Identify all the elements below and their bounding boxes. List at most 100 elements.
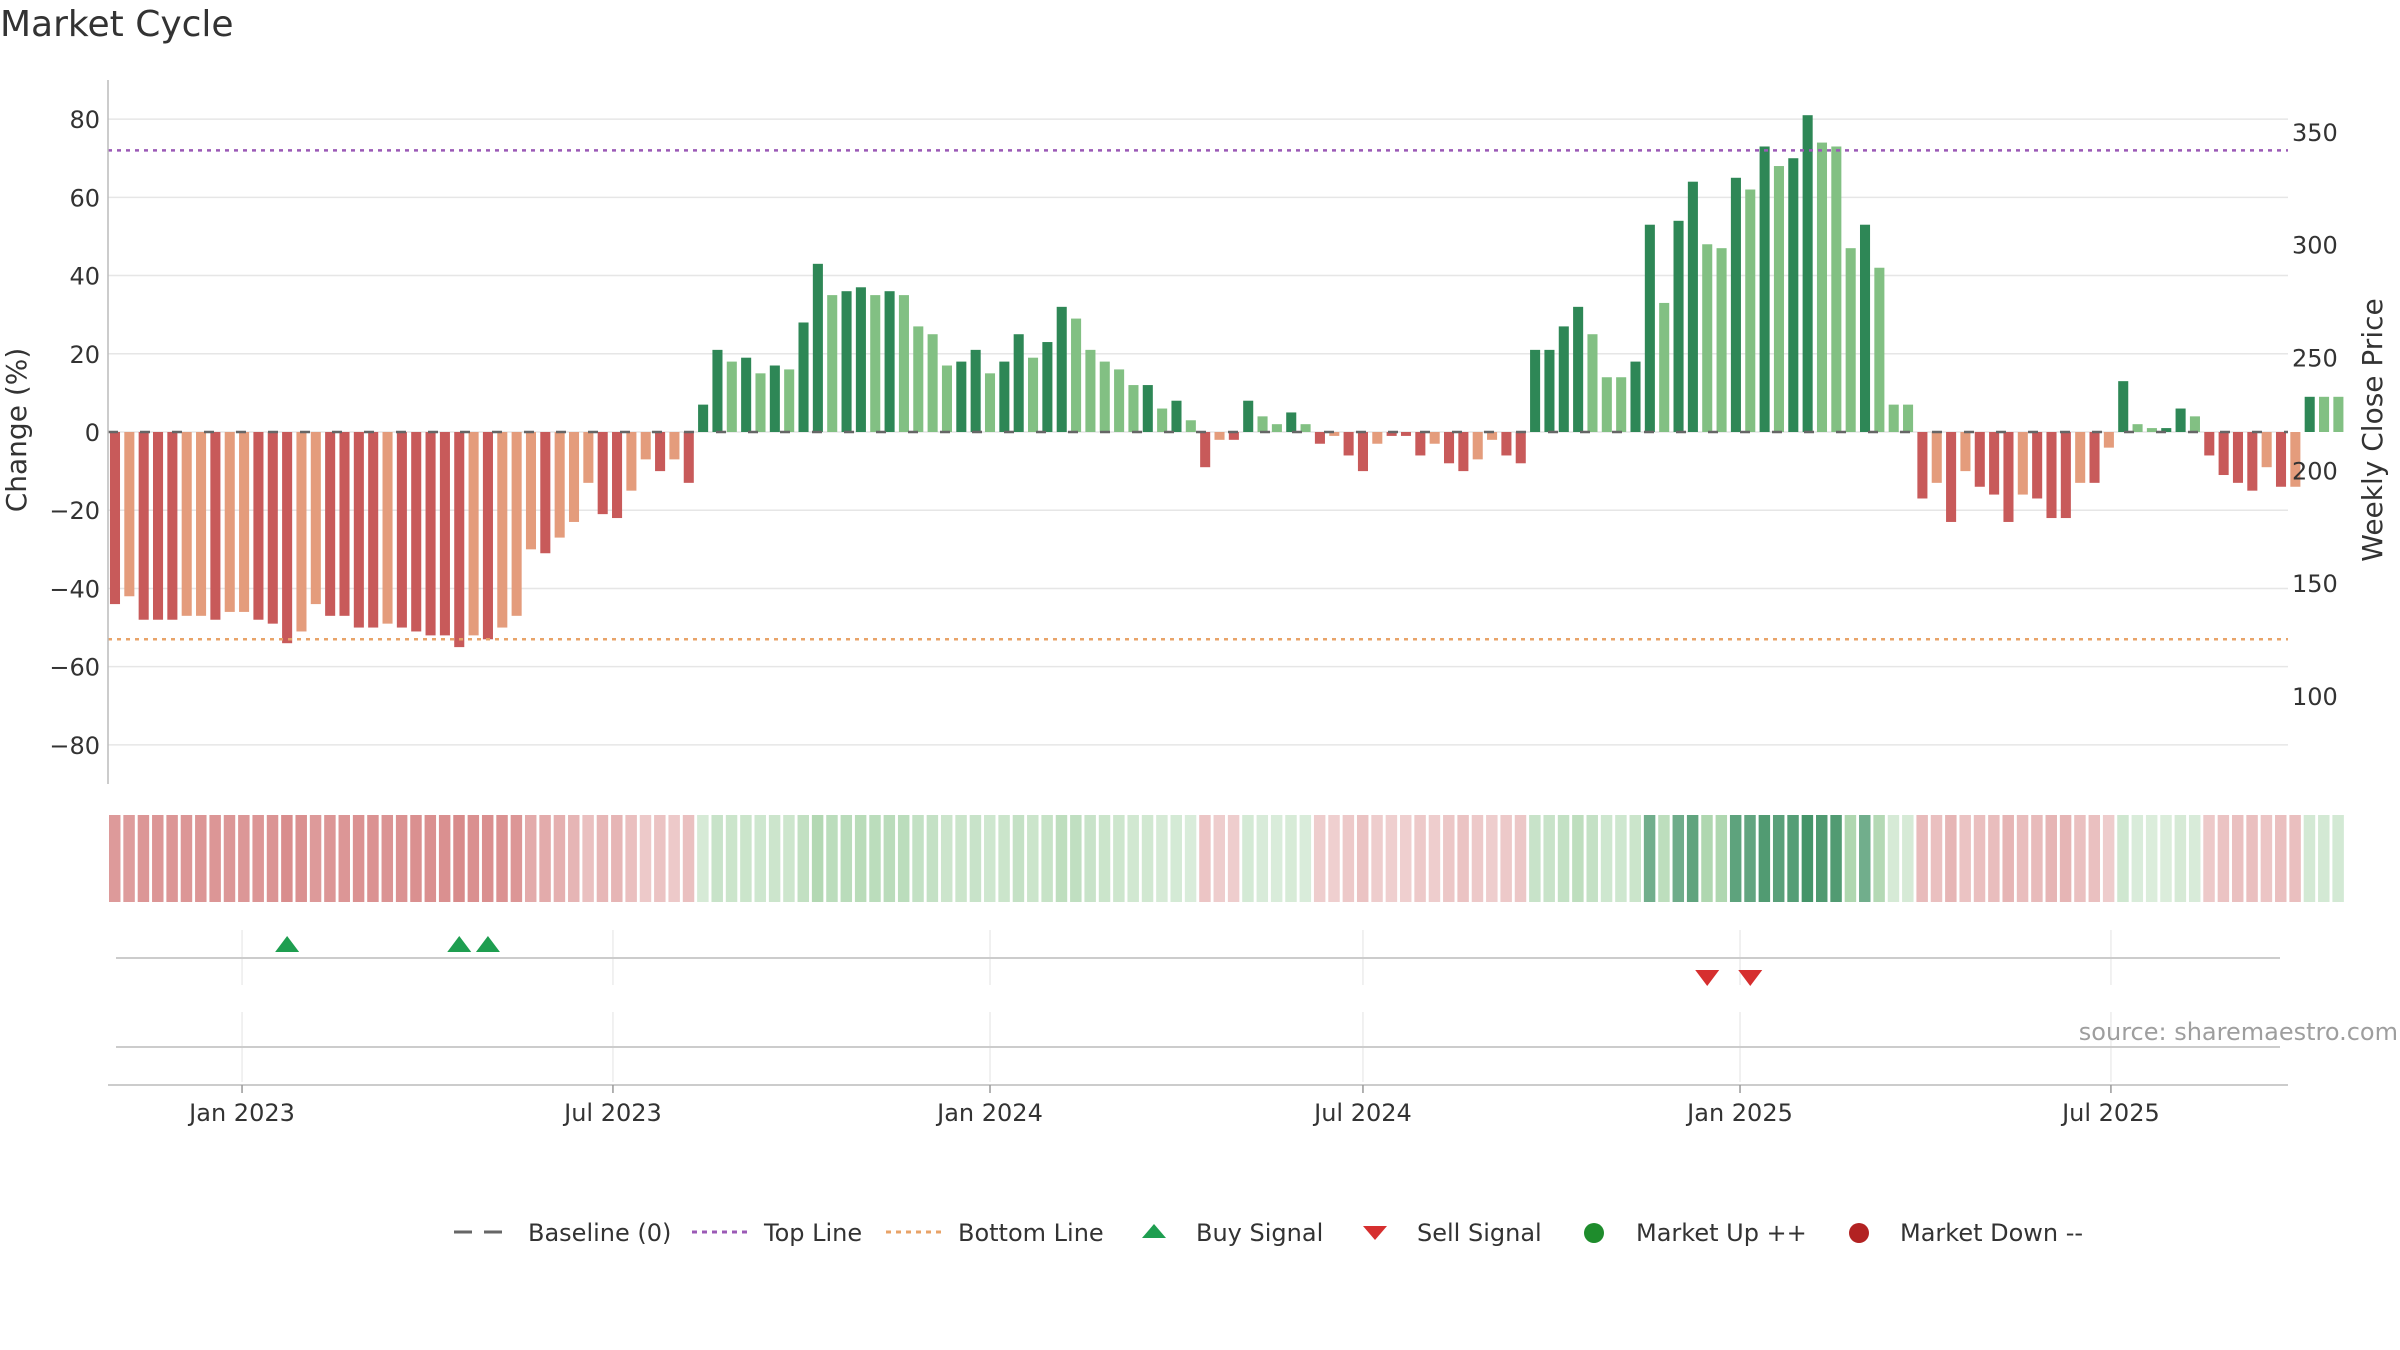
legend-item-market-down: Market Down -- xyxy=(1849,1219,2083,1247)
bar xyxy=(2161,428,2172,432)
bar xyxy=(1960,432,1971,472)
bar xyxy=(784,369,795,432)
heat-cell xyxy=(1041,815,1053,902)
bar xyxy=(884,291,895,432)
bar xyxy=(167,432,178,620)
heat-cell xyxy=(137,815,150,902)
bar xyxy=(2118,381,2129,432)
heat-cell xyxy=(395,815,408,902)
heat-cell xyxy=(553,815,566,902)
heat-cell xyxy=(1772,815,1785,902)
bar xyxy=(1644,224,1655,432)
bar xyxy=(812,263,823,432)
bar xyxy=(1544,349,1555,432)
y2-tick-label: 200 xyxy=(2292,457,2338,485)
bar xyxy=(482,432,493,640)
heat-cell xyxy=(1055,815,1068,902)
bar xyxy=(984,373,996,432)
heat-cell xyxy=(1600,815,1613,902)
heat-cell xyxy=(998,815,1010,902)
bar xyxy=(1343,432,1354,456)
y-tick-label: −20 xyxy=(49,497,100,525)
heat-cell xyxy=(639,815,652,902)
bar xyxy=(1501,432,1512,456)
heat-cell xyxy=(2031,815,2043,902)
bar xyxy=(1085,349,1096,432)
heat-cell xyxy=(209,815,221,902)
bar xyxy=(626,432,637,491)
heat-cell xyxy=(367,815,379,902)
bar xyxy=(1286,412,1297,432)
heat-cell xyxy=(1887,815,1900,902)
bar xyxy=(1243,400,1254,432)
bar xyxy=(1745,189,1756,432)
heat-cell xyxy=(281,815,293,902)
heat-cell xyxy=(1500,815,1512,902)
heat-cell xyxy=(1270,815,1283,902)
heat-cell xyxy=(912,815,924,902)
heat-cell xyxy=(166,815,178,902)
bar xyxy=(970,349,981,432)
heat-cell xyxy=(1400,815,1412,902)
bar xyxy=(525,432,537,550)
bar xyxy=(1874,267,1885,432)
bar xyxy=(1028,357,1039,432)
heat-cell xyxy=(1586,815,1598,902)
bar xyxy=(683,432,694,483)
sell-signal-marker xyxy=(1738,970,1763,986)
bar xyxy=(2319,396,2330,432)
heat-cell xyxy=(1844,815,1857,902)
bar xyxy=(1802,115,1813,432)
bar xyxy=(1946,432,1957,522)
heat-cell xyxy=(1328,815,1340,902)
bar xyxy=(712,349,723,432)
legend-buy-signal-label: Buy Signal xyxy=(1196,1219,1323,1247)
bar xyxy=(2189,416,2200,432)
x-tick-label: Jul 2023 xyxy=(562,1099,662,1127)
heat-cell xyxy=(510,815,523,902)
heat-cell xyxy=(309,815,322,902)
bar xyxy=(1429,432,1440,444)
heat-cell xyxy=(1313,815,1326,902)
bar xyxy=(1558,326,1569,432)
bar xyxy=(2247,432,2258,491)
heat-cell xyxy=(840,815,853,902)
heat-cell xyxy=(1916,815,1928,902)
bar xyxy=(1400,432,1412,436)
heat-cell xyxy=(496,815,508,902)
heat-cell xyxy=(2332,815,2344,902)
heat-cell xyxy=(2059,815,2072,902)
legend-sell-signal-icon xyxy=(1363,1226,1387,1240)
legend-item-baseline: Baseline (0) xyxy=(454,1219,671,1247)
heat-cell xyxy=(2303,815,2316,902)
bar xyxy=(2333,396,2344,432)
heat-cell xyxy=(1672,815,1685,902)
bar xyxy=(2032,432,2043,499)
bar xyxy=(2304,396,2315,432)
bar-series xyxy=(109,115,2344,648)
heat-cell xyxy=(1801,815,1814,902)
bar xyxy=(2290,432,2301,487)
heat-cell xyxy=(524,815,537,902)
y-tick-label: 80 xyxy=(69,106,100,134)
bar xyxy=(1329,432,1340,436)
bar xyxy=(1300,424,1311,432)
heat-cell xyxy=(711,815,723,902)
heat-cell xyxy=(1787,815,1799,902)
bar xyxy=(1415,432,1426,456)
bar xyxy=(224,432,235,612)
heat-cell xyxy=(1658,815,1670,902)
bar xyxy=(1659,302,1670,432)
heat-cell xyxy=(1988,815,2000,902)
heat-cell xyxy=(568,815,580,902)
bar xyxy=(2103,432,2114,448)
heat-cell xyxy=(625,815,637,902)
bar xyxy=(109,432,121,605)
x-tick-label: Jan 2025 xyxy=(1685,1099,1793,1127)
heat-cell xyxy=(1371,815,1383,902)
y2-axis-title: Weekly Close Price xyxy=(2356,298,2389,561)
bar xyxy=(554,432,565,538)
heat-cell xyxy=(1285,815,1297,902)
bar xyxy=(296,432,307,632)
y-tick-label: −80 xyxy=(49,732,100,760)
